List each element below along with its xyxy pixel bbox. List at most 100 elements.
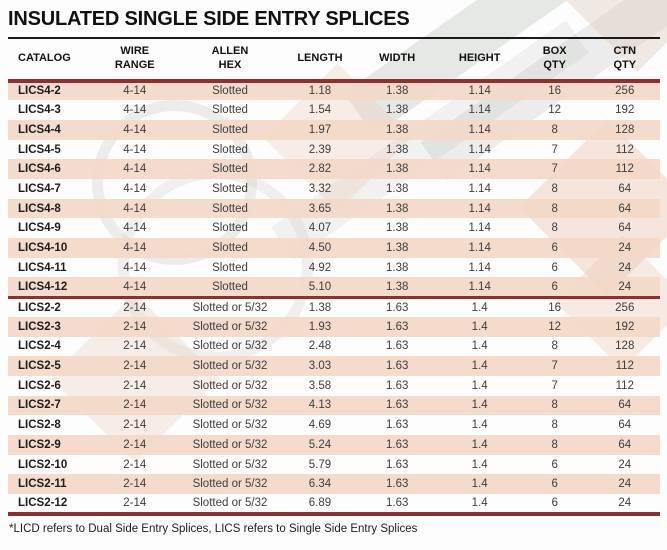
value-cell: Slotted (212, 182, 248, 195)
value-cell: 6 (519, 474, 590, 495)
value-cell: 1.63 (386, 340, 409, 353)
table-row: LICS4-7 4-14 Slotted 3.32 1.38 1.14 8 64 (8, 179, 660, 199)
table-row: LICS2-5 2-14 Slotted or 5/32 3.03 1.63 1.4 7 11… (8, 356, 660, 376)
table-row: LICS2-9 2-14 Slotted or 5/32 5.24 1.63 1.4 8 64 (8, 434, 660, 455)
table-row: LICS2-6 2-14 Slotted or 5/32 3.58 1.63 1.4 7 11… (8, 376, 660, 396)
value-cell: 1.54 (308, 104, 332, 117)
value-cell: Slotted or 5/32 (192, 340, 268, 353)
value-cell: 4-14 (123, 261, 147, 274)
value-cell: 64 (618, 419, 632, 432)
value-cell: Slotted (212, 104, 248, 117)
value-cell: 2-14 (123, 458, 147, 471)
value-cell: 12 (548, 104, 562, 117)
catalog-cell: LICS4-12 (8, 277, 95, 298)
value-cell: 1.63 (354, 434, 440, 455)
value-cell: 4-14 (123, 143, 147, 156)
value-cell: 6.89 (285, 494, 355, 516)
value-cell: 4-14 (94, 277, 175, 298)
value-cell: Slotted (174, 159, 286, 180)
table-row: LICS2-4 2-14 Slotted or 5/32 2.48 1.63 1.4 8 12… (8, 337, 660, 357)
value-cell: 2.82 (285, 159, 355, 180)
value-cell: 1.4 (471, 340, 488, 353)
catalog-cell: LICS4-8 (8, 198, 95, 219)
catalog-cell: LICS2-8 (18, 419, 61, 432)
value-cell: 2-14 (94, 295, 175, 317)
value-cell: 1.4 (439, 474, 520, 495)
value-cell: 1.38 (354, 238, 440, 258)
value-cell: 256 (589, 295, 660, 317)
value-cell: 1.63 (354, 494, 440, 516)
value-cell: 4-14 (123, 104, 147, 117)
value-cell: 1.63 (354, 356, 440, 376)
table-row: LICS2-2 2-14 Slotted or 5/32 1.38 1.63 1.4 16 2… (8, 295, 660, 317)
value-cell: Slotted (212, 143, 248, 156)
value-cell: 2-14 (123, 419, 147, 432)
table-row: LICS2-8 2-14 Slotted or 5/32 4.69 1.63 1.4 8 64 (8, 415, 660, 435)
value-cell: 256 (589, 80, 660, 101)
value-cell: Slotted (174, 198, 286, 219)
value-cell: 4.50 (285, 238, 355, 258)
value-cell: Slotted (174, 119, 286, 140)
value-cell: Slotted or 5/32 (174, 474, 286, 495)
value-cell: 4-14 (94, 159, 175, 180)
value-cell: 1.4 (471, 419, 488, 432)
value-cell: 4-14 (123, 182, 147, 195)
value-cell: 4.13 (285, 395, 355, 416)
table-row: LICS4-5 4-14 Slotted 2.39 1.38 1.14 7 112 (8, 140, 660, 160)
value-cell: 12 (519, 316, 590, 337)
table-row: LICS2-7 2-14 Slotted or 5/32 4.13 1.63 1.4 8 64 (8, 395, 660, 416)
value-cell: 4-14 (94, 198, 175, 219)
value-cell: 4.07 (308, 222, 332, 235)
value-cell: 1.4 (471, 379, 488, 392)
value-cell: 4.69 (308, 419, 332, 432)
catalog-cell: LICS4-7 (18, 182, 61, 195)
value-cell: 1.4 (439, 295, 520, 317)
value-cell: 1.63 (386, 379, 409, 392)
value-cell: 2-14 (94, 494, 175, 516)
value-cell: 3.32 (308, 182, 332, 195)
catalog-cell: LICS2-11 (8, 474, 95, 495)
table-row: LICS4-3 4-14 Slotted 1.54 1.38 1.14 12 192 (8, 100, 660, 120)
catalog-cell: LICS4-2 (8, 80, 95, 101)
value-cell: 3.65 (285, 198, 355, 219)
value-cell: 2-14 (123, 340, 147, 353)
value-cell: 2-14 (94, 395, 175, 416)
table-row: LICS4-4 4-14 Slotted 1.97 1.38 1.14 8 128 (8, 119, 660, 140)
value-cell: 128 (589, 119, 660, 140)
table-row: LICS4-11 4-14 Slotted 4.92 1.38 1.14 6 24 (8, 258, 660, 278)
catalog-cell: LICS4-9 (18, 222, 61, 235)
value-cell: 1.18 (285, 80, 355, 101)
table-row: LICS2-3 2-14 Slotted or 5/32 1.93 1.63 1.4 12 1… (8, 316, 660, 337)
table-row: LICS2-12 2-14 Slotted or 5/32 6.89 1.63 1.4 6 2… (8, 494, 660, 516)
value-cell: 112 (589, 356, 660, 376)
table-row: LICS4-9 4-14 Slotted 4.07 1.38 1.14 8 64 (8, 218, 660, 238)
value-cell: 112 (615, 143, 634, 156)
value-cell: 1.14 (439, 238, 520, 258)
catalog-cell: LICS4-4 (8, 119, 95, 140)
value-cell: 64 (589, 434, 660, 455)
value-cell: Slotted or 5/32 (174, 395, 286, 416)
value-cell: 24 (618, 458, 632, 471)
value-cell: 1.38 (354, 198, 440, 219)
column-header-height: HEIGHT (439, 37, 520, 83)
value-cell: 16 (519, 80, 590, 101)
value-cell: 6 (519, 238, 590, 258)
value-cell: 7 (519, 159, 590, 180)
table-row: LICS4-12 4-14 Slotted 5.10 1.38 1.14 6 24 (8, 277, 660, 298)
page-title: INSULATED SINGLE SIDE ENTRY SPLICES (8, 8, 410, 30)
table-row: LICS4-10 4-14 Slotted 4.50 1.38 1.14 6 24 (8, 238, 660, 258)
value-cell: 7 (519, 356, 590, 376)
value-cell: 16 (519, 295, 590, 317)
value-cell: 1.97 (285, 119, 355, 140)
table-row: LICS2-10 2-14 Slotted or 5/32 5.79 1.63 1.4 6 2… (8, 455, 660, 475)
value-cell: 8 (519, 119, 590, 140)
value-cell: Slotted or 5/32 (192, 379, 268, 392)
catalog-cell: LICS4-5 (18, 143, 61, 156)
value-cell: 1.38 (354, 80, 440, 101)
column-header-box-qty: BOX QTY (519, 37, 590, 83)
value-cell: 3.03 (285, 356, 355, 376)
table-body: LICS4-2 4-14 Slotted 1.18 1.38 1.14 16 256 LICS4… (8, 80, 660, 516)
catalog-cell: LICS2-10 (18, 458, 68, 471)
value-cell: 2-14 (94, 474, 175, 495)
table-row: LICS4-2 4-14 Slotted 1.18 1.38 1.14 16 256 (8, 80, 660, 101)
